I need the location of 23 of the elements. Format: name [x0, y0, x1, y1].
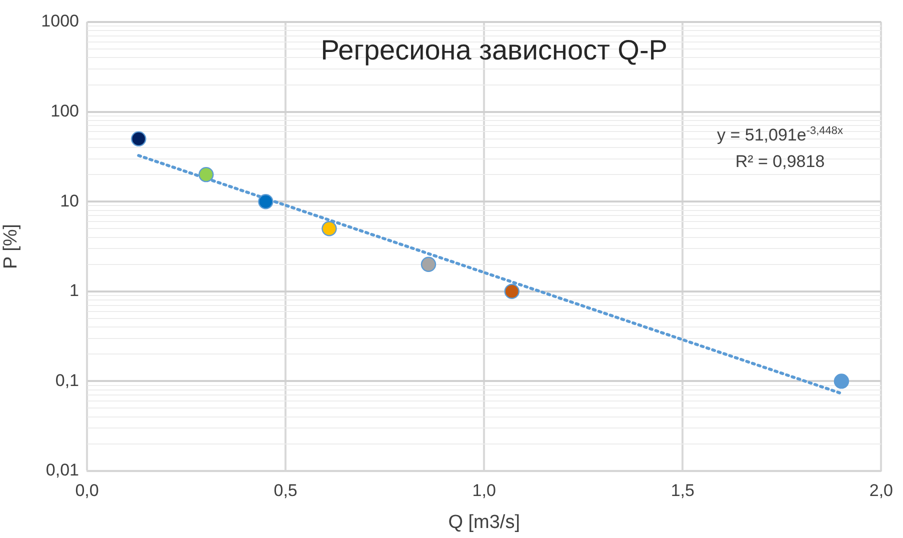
annotation: R² = 0,9818: [734, 150, 826, 173]
x-tick-label: 1,5: [670, 480, 694, 500]
x-axis-title: Q [m3/s]: [448, 512, 520, 533]
point: [131, 131, 146, 146]
point: [504, 284, 520, 299]
y-tick-label: 1000: [41, 12, 79, 31]
x-tick-label: 2,0: [869, 480, 894, 500]
y-tick-label: 0,01: [46, 460, 79, 480]
point: [258, 194, 274, 210]
x-tick-label: 1,0: [472, 480, 496, 500]
annotation: y = 51,091e$^{-3,448x}$: [716, 124, 844, 147]
x-tick-label: 0,0: [75, 480, 99, 500]
point: [198, 166, 214, 182]
x-tick-label: 0,5: [274, 480, 298, 500]
text: Регресиона зависност Q-P: [320, 34, 668, 66]
y-axis-title: P [%]: [0, 224, 22, 270]
y-tick-label: 100: [50, 101, 79, 120]
y-tick-label: 0,1: [55, 370, 79, 390]
point: [420, 256, 436, 272]
y-tick-label: 10: [60, 191, 79, 210]
point: [834, 374, 850, 389]
point: [322, 221, 337, 236]
y-tick-label: 1: [70, 281, 79, 300]
